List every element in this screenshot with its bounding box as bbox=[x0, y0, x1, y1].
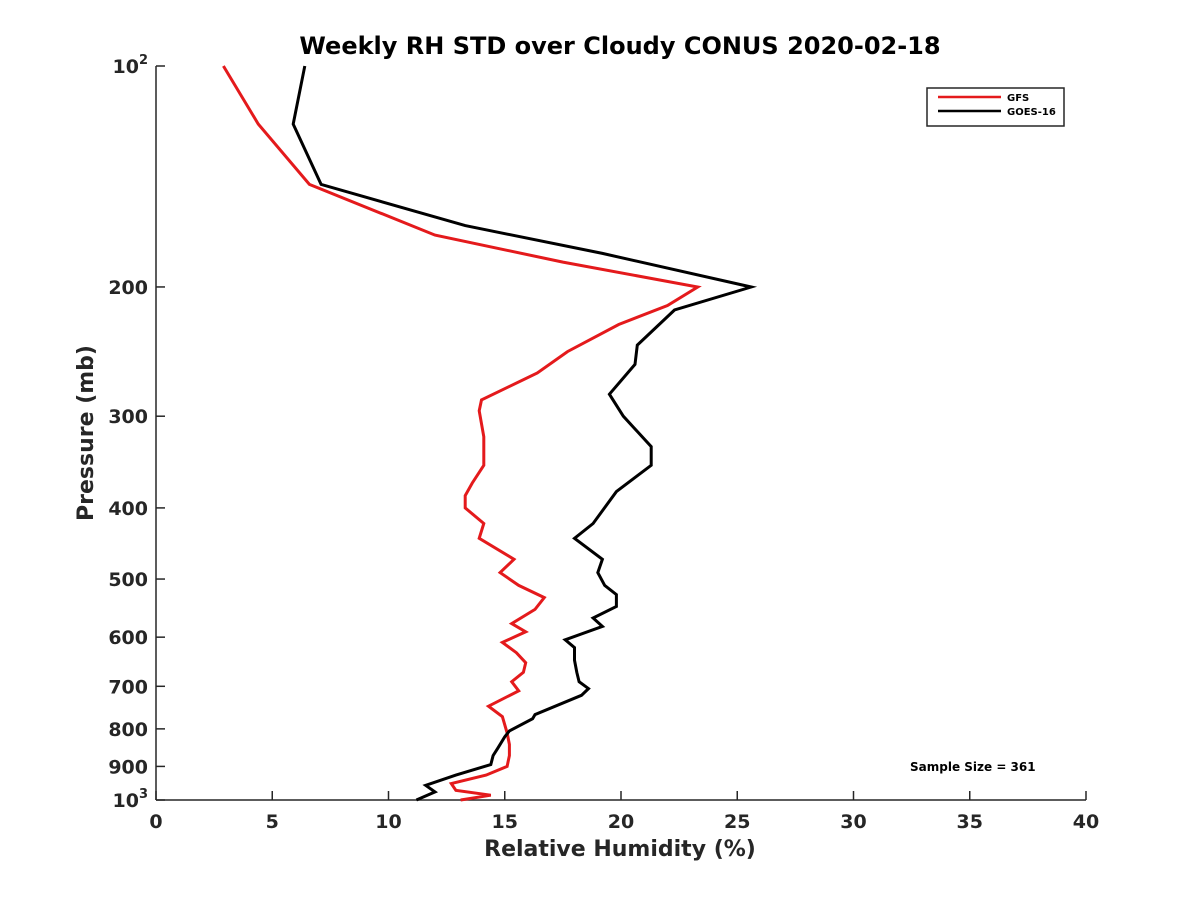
x-tick-label: 10 bbox=[375, 811, 401, 833]
x-axis-label: Relative Humidity (%) bbox=[484, 837, 756, 862]
y-tick-label: 103 bbox=[113, 787, 149, 812]
series-layer bbox=[222, 65, 758, 802]
legend-box bbox=[926, 87, 1065, 127]
y-tick-label: 900 bbox=[108, 756, 148, 778]
axes: 0 5 10 15 20 25 30 35 40 102 200 300 400 500 600 700 800… bbox=[108, 53, 1099, 833]
y-tick-label: 700 bbox=[108, 676, 148, 698]
series-line-goes-16 bbox=[291, 65, 758, 802]
y-tick-label: 102 bbox=[113, 53, 149, 78]
y-tick-label: 800 bbox=[108, 719, 148, 741]
sample-size-annotation: Sample Size = 361 bbox=[910, 760, 1036, 774]
x-tick-label: 0 bbox=[149, 811, 162, 833]
y-tick-label: 300 bbox=[108, 406, 148, 428]
series-line-gfs bbox=[222, 65, 702, 802]
x-tick-label: 25 bbox=[724, 811, 750, 833]
x-tick-label: 40 bbox=[1073, 811, 1099, 833]
legend-label: GFS bbox=[1007, 93, 1029, 104]
legend: GFS GOES-16 bbox=[926, 87, 1065, 127]
x-tick-label: 35 bbox=[957, 811, 983, 833]
x-tick-label: 15 bbox=[492, 811, 518, 833]
x-tick-label: 30 bbox=[840, 811, 866, 833]
x-tick-label: 5 bbox=[266, 811, 279, 833]
chart-title: Weekly RH STD over Cloudy CONUS 2020-02-… bbox=[299, 32, 940, 60]
y-tick-label: 500 bbox=[108, 569, 148, 591]
y-axis-label: Pressure (mb) bbox=[74, 345, 99, 521]
y-tick-label: 200 bbox=[108, 277, 148, 299]
legend-label: GOES-16 bbox=[1007, 107, 1056, 118]
y-tick-label: 400 bbox=[108, 498, 148, 520]
y-tick-label: 600 bbox=[108, 627, 148, 649]
x-tick-label: 20 bbox=[608, 811, 634, 833]
